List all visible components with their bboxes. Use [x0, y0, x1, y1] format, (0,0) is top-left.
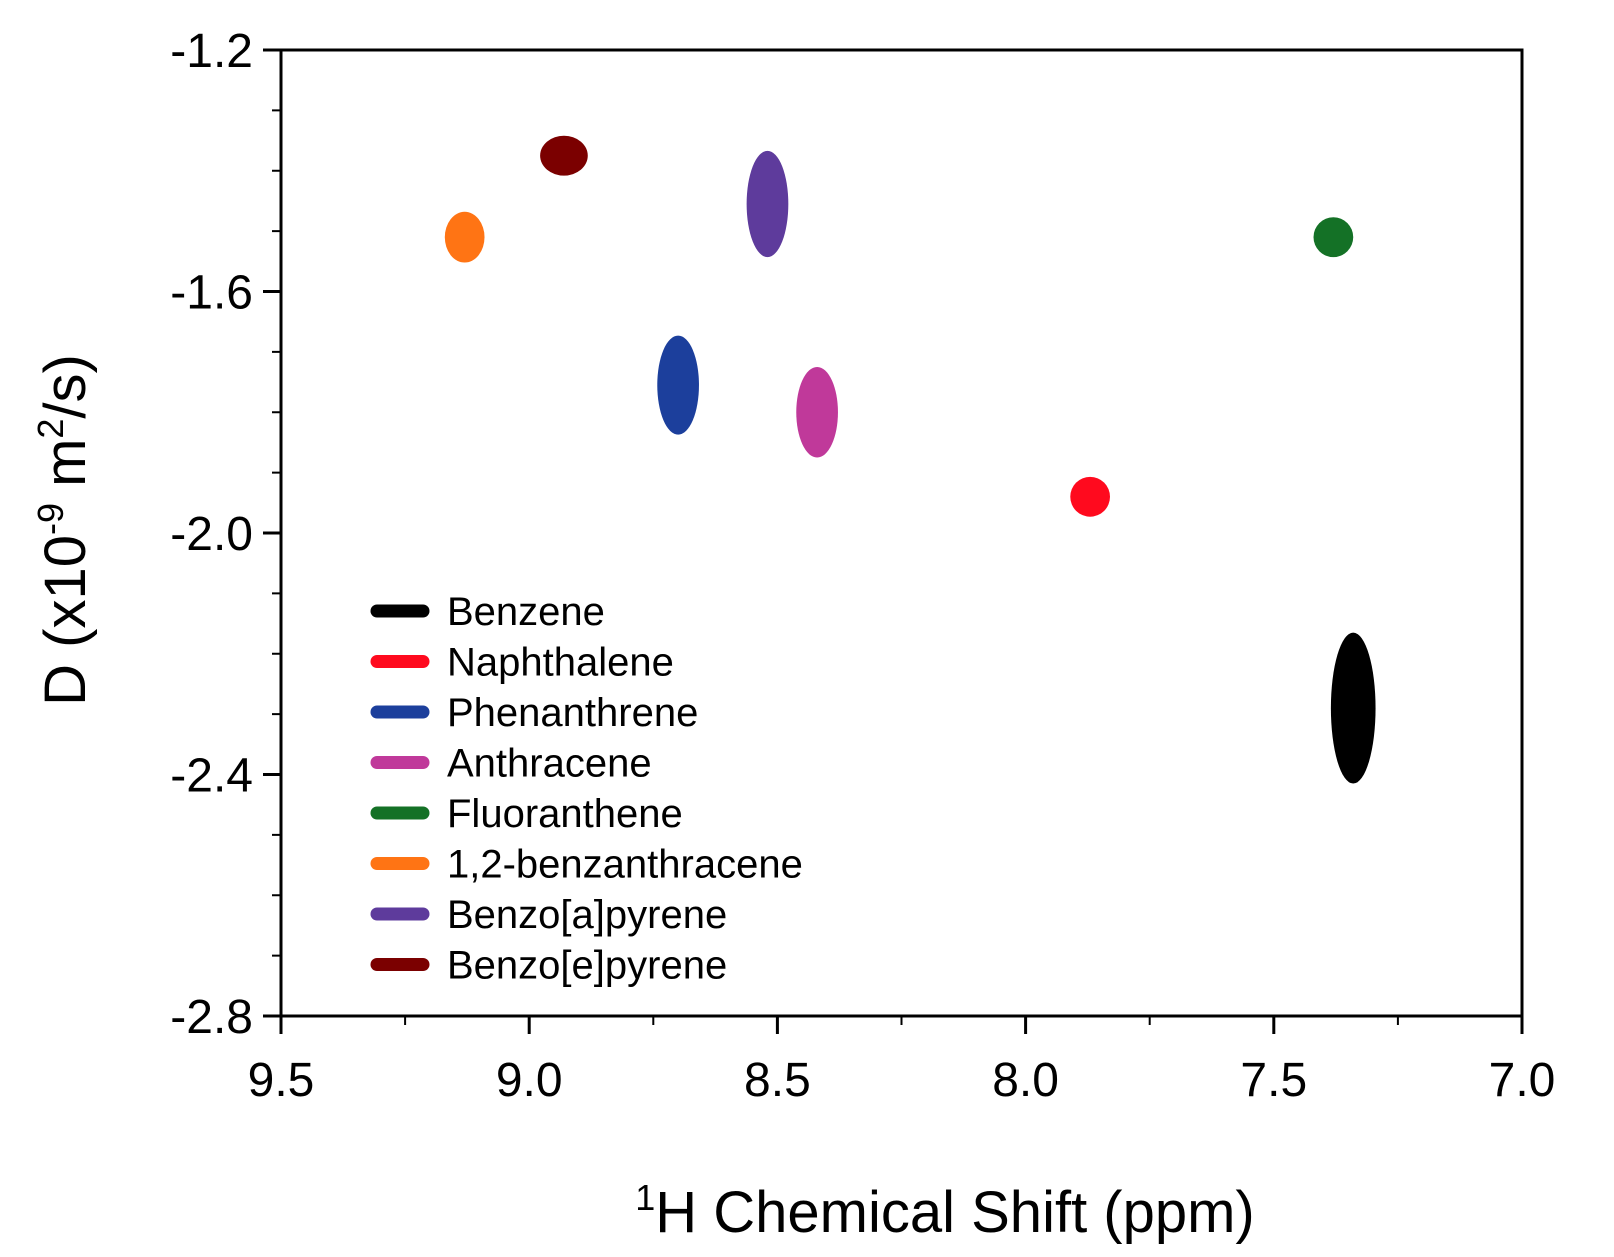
marker-fluoranthene: [1313, 217, 1354, 258]
x-tick-label: 8.0: [992, 1054, 1059, 1107]
x-tick-label: 7.5: [1240, 1054, 1307, 1107]
marker-benzo-e-pyrene: [540, 135, 588, 176]
y-tick-label: -2.0: [170, 508, 253, 561]
legend-label: Naphthalene: [447, 641, 674, 685]
x-tick-label: 9.5: [248, 1054, 315, 1107]
legend-label: Phenanthrene: [447, 691, 698, 735]
y-axis-title-post: /s): [33, 354, 98, 418]
plot-frame: [279, 48, 1524, 1018]
y-axis-title-sup: -9: [30, 503, 71, 535]
legend-label: 1,2-benzanthracene: [447, 843, 803, 887]
marker-naphthalene: [1070, 476, 1110, 517]
x-tick-label: 8.5: [744, 1054, 811, 1107]
data-markers: [444, 135, 1376, 784]
y-axis-title-pre: D (x10: [33, 535, 98, 706]
y-axis-title: D (x10-9 m2/s): [30, 354, 98, 706]
x-axis-ticks: 9.5 9.0 8.5 8.0 7.5 7.0: [248, 1016, 1556, 1107]
legend-label: Benzo[a]pyrene: [447, 893, 727, 937]
y-tick-label: -1.6: [170, 267, 253, 320]
y-tick-label: -2.8: [170, 991, 253, 1044]
y-axis-title-mid: m: [33, 439, 98, 503]
marker-benzo-a-pyrene: [746, 150, 789, 258]
x-axis-title-text: H Chemical Shift (ppm): [655, 1180, 1254, 1245]
marker-anthracene: [796, 366, 838, 458]
legend-label: Anthracene: [447, 742, 652, 786]
y-tick-label: -1.2: [170, 25, 253, 78]
marker-phenanthrene: [657, 335, 699, 435]
legend-label: Fluoranthene: [447, 792, 683, 836]
y-axis-ticks: -1.2 -1.6 -2.0 -2.4 -2.8: [170, 25, 281, 1044]
y-tick-label: -2.4: [170, 750, 253, 803]
legend-label: Benzene: [447, 590, 605, 634]
x-axis-title: 1H Chemical Shift (ppm): [635, 1177, 1255, 1245]
marker-1-2-benzanthracene: [444, 211, 485, 263]
y-axis-title-sup2: 2: [30, 419, 71, 439]
x-tick-label: 7.0: [1489, 1054, 1556, 1107]
x-axis-title-sup: 1: [635, 1177, 655, 1218]
legend-label: Benzo[e]pyrene: [447, 944, 727, 988]
legend: Benzene Naphthalene Phenanthrene Anthracene…: [370, 590, 803, 988]
marker-benzene: [1330, 632, 1376, 784]
x-tick-label: 9.0: [496, 1054, 563, 1107]
